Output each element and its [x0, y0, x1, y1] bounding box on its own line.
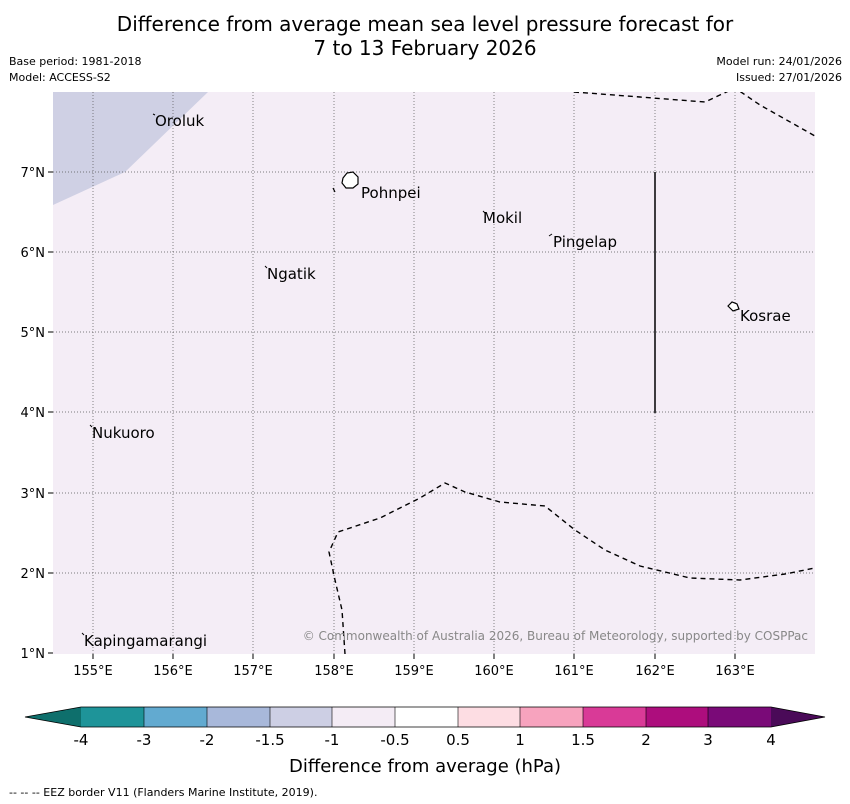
colorbar-segment — [395, 707, 458, 727]
lon-label: 156°E — [153, 664, 193, 679]
place-labels: Oroluk Pohnpei Mokil Pingelap Ngatik Kos… — [84, 112, 791, 650]
colorbar-ticks: -4 -3 -2 -1.5 -1 -0.5 0.5 1 1.5 2 3 4 — [74, 731, 776, 749]
latitude-labels: 7°N 6°N 5°N 4°N 3°N 2°N 1°N — [21, 166, 46, 662]
label-pohnpei: Pohnpei — [361, 184, 421, 202]
colorbar-tick-label: 4 — [766, 731, 776, 749]
label-kosrae: Kosrae — [740, 307, 791, 325]
lon-label: 162°E — [635, 664, 675, 679]
colorbar-tick-label: 2 — [641, 731, 651, 749]
colorbar-tick-label: -3 — [137, 731, 152, 749]
lon-label: 159°E — [394, 664, 434, 679]
lat-label: 4°N — [21, 406, 46, 421]
model-name: Model: ACCESS-S2 — [9, 71, 111, 84]
model-run: Model run: 24/01/2026 — [716, 55, 842, 68]
colorbar-tick-label: -0.5 — [380, 731, 409, 749]
issued-date: Issued: 27/01/2026 — [735, 71, 842, 84]
axis-ticks — [48, 171, 736, 659]
colorbar-label: Difference from average (hPa) — [289, 756, 561, 777]
colorbar-segment — [332, 707, 395, 727]
footnote-eez: -- -- -- EEZ border V11 (Flanders Marine… — [9, 786, 318, 799]
lat-label: 5°N — [21, 326, 46, 341]
graticule — [53, 92, 815, 654]
colorbar-tick-label: 0.5 — [446, 731, 470, 749]
colorbar-tick-label: -4 — [74, 731, 89, 749]
lat-label: 2°N — [21, 567, 46, 582]
colorbar-segment — [144, 707, 207, 727]
meta-left: Base period: 1981-2018 Model: ACCESS-S2 — [9, 54, 141, 86]
colorbar-segment — [270, 707, 332, 727]
copyright-notice: © Commonwealth of Australia 2026, Bureau… — [303, 629, 808, 643]
colorbar-segment — [207, 707, 270, 727]
label-mokil: Mokil — [483, 209, 522, 227]
chart-title: Difference from average mean sea level p… — [0, 12, 850, 60]
meta-right: Model run: 24/01/2026 Issued: 27/01/2026 — [716, 54, 842, 86]
colorbar-tick-label: 3 — [703, 731, 713, 749]
label-oroluk: Oroluk — [155, 112, 204, 130]
title-line-1: Difference from average mean sea level p… — [116, 12, 734, 36]
kosrae-island — [727, 301, 740, 312]
lat-label: 7°N — [21, 166, 46, 181]
label-ngatik: Ngatik — [267, 265, 316, 283]
colorbar-segment — [458, 707, 520, 727]
lon-label: 163°E — [715, 664, 755, 679]
lon-label: 160°E — [474, 664, 514, 679]
lat-label: 1°N — [21, 647, 46, 662]
colorbar-outline — [24, 706, 826, 728]
title-line-2: 7 to 13 February 2026 — [313, 36, 537, 60]
base-period: Base period: 1981-2018 — [9, 55, 142, 68]
lon-label: 161°E — [554, 664, 594, 679]
lat-label: 6°N — [21, 246, 46, 261]
lon-label: 157°E — [233, 664, 273, 679]
colorbar-tick-label: -2 — [200, 731, 215, 749]
colorbar-segment — [583, 707, 646, 727]
colorbar-tick-label: -1.5 — [255, 731, 284, 749]
colorbar-extend-high — [771, 707, 825, 727]
lon-label: 158°E — [314, 664, 354, 679]
colorbar-segment — [81, 707, 144, 727]
label-nukuoro: Nukuoro — [92, 424, 155, 442]
label-kapingamarangi: Kapingamarangi — [84, 632, 207, 650]
lon-label: 155°E — [73, 664, 113, 679]
lat-label: 3°N — [21, 487, 46, 502]
colorbar-segment — [708, 707, 771, 727]
colorbar-tick-label: -1 — [325, 731, 340, 749]
colorbar-segment — [646, 707, 708, 727]
map-area — [53, 92, 815, 654]
longitude-labels: 155°E 156°E 157°E 158°E 159°E 160°E 161°… — [73, 664, 755, 679]
colorbar-segment — [520, 707, 583, 727]
atoll-marks — [81, 113, 553, 636]
pohnpei-island — [341, 171, 359, 189]
colorbar-tick-label: 1.5 — [571, 731, 595, 749]
colorbar-tick-label: 1 — [515, 731, 525, 749]
pohnpei-islet — [332, 187, 336, 193]
label-pingelap: Pingelap — [553, 233, 617, 251]
eez-border — [328, 92, 815, 654]
colorbar — [24, 706, 826, 728]
colorbar-extend-low — [25, 707, 81, 727]
anomaly-region-negative — [53, 92, 208, 205]
